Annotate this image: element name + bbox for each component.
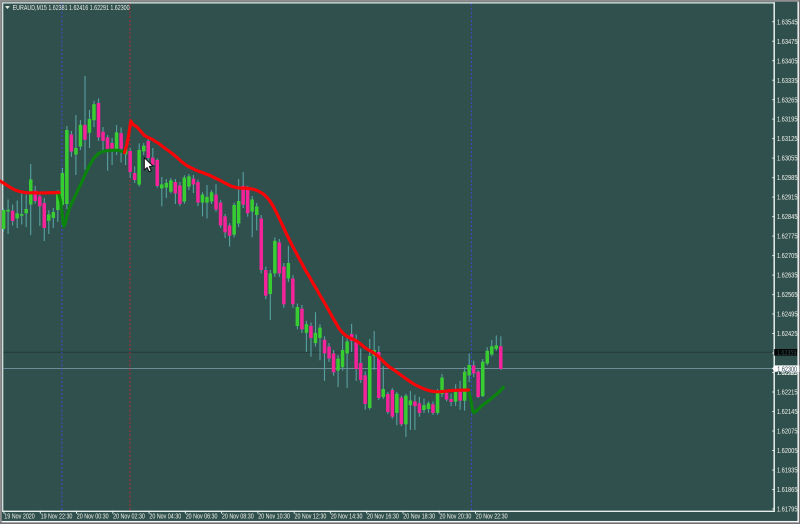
- svg-text:1.62359: 1.62359: [777, 350, 797, 357]
- svg-text:1.62565: 1.62565: [777, 290, 798, 299]
- svg-text:20 Nov 00:30: 20 Nov 00:30: [77, 514, 109, 521]
- svg-text:EURAUD,M15 1.62381 1.62416 1.: EURAUD,M15 1.62381 1.62416 1.62291 1.623…: [13, 3, 130, 12]
- svg-text:1.62775: 1.62775: [777, 232, 798, 241]
- svg-text:1.63405: 1.63405: [777, 56, 798, 65]
- svg-text:20 Nov 20:30: 20 Nov 20:30: [440, 514, 472, 521]
- svg-text:1.63195: 1.63195: [777, 115, 798, 124]
- svg-text:20 Nov 02:30: 20 Nov 02:30: [113, 514, 145, 521]
- svg-text:20 Nov 18:30: 20 Nov 18:30: [403, 514, 435, 521]
- svg-text:20 Nov 16:30: 20 Nov 16:30: [367, 514, 399, 521]
- svg-text:1.62285: 1.62285: [777, 370, 797, 377]
- svg-text:19 Nov 2020: 19 Nov 2020: [4, 514, 35, 521]
- svg-text:1.62845: 1.62845: [777, 212, 798, 221]
- svg-text:20 Nov 14:30: 20 Nov 14:30: [331, 514, 363, 521]
- svg-text:1.62285: 1.62285: [777, 368, 798, 377]
- svg-text:1.62635: 1.62635: [777, 271, 798, 280]
- svg-text:1.62300: 1.62300: [777, 366, 797, 373]
- svg-text:19 Nov 22:30: 19 Nov 22:30: [41, 514, 73, 521]
- svg-text:1.63055: 1.63055: [777, 154, 798, 163]
- svg-text:1.62425: 1.62425: [777, 329, 798, 338]
- svg-text:1.61795: 1.61795: [777, 505, 798, 514]
- svg-text:20 Nov 10:30: 20 Nov 10:30: [258, 514, 290, 521]
- svg-text:20 Nov 08:30: 20 Nov 08:30: [222, 514, 254, 521]
- svg-text:20 Nov 04:30: 20 Nov 04:30: [149, 514, 181, 521]
- svg-text:1.63475: 1.63475: [777, 37, 798, 46]
- svg-text:1.61935: 1.61935: [777, 466, 798, 475]
- svg-text:1.62145: 1.62145: [777, 407, 798, 416]
- svg-text:1.62215: 1.62215: [777, 388, 798, 397]
- svg-text:20 Nov 06:30: 20 Nov 06:30: [186, 514, 218, 521]
- svg-text:1.63125: 1.63125: [777, 134, 798, 143]
- svg-text:1.63335: 1.63335: [777, 76, 798, 85]
- svg-text:20 Nov 22:30: 20 Nov 22:30: [476, 514, 508, 521]
- svg-text:1.62005: 1.62005: [777, 446, 798, 455]
- svg-text:1.62915: 1.62915: [777, 193, 798, 202]
- svg-text:20 Nov 12:30: 20 Nov 12:30: [295, 514, 327, 521]
- svg-text:1.62495: 1.62495: [777, 310, 798, 319]
- svg-text:1.61865: 1.61865: [777, 485, 798, 494]
- svg-text:1.62985: 1.62985: [777, 173, 798, 182]
- svg-text:1.63545: 1.63545: [777, 17, 798, 26]
- svg-text:1.63265: 1.63265: [777, 95, 798, 104]
- svg-text:1.62075: 1.62075: [777, 427, 798, 436]
- svg-text:1.62705: 1.62705: [777, 251, 798, 260]
